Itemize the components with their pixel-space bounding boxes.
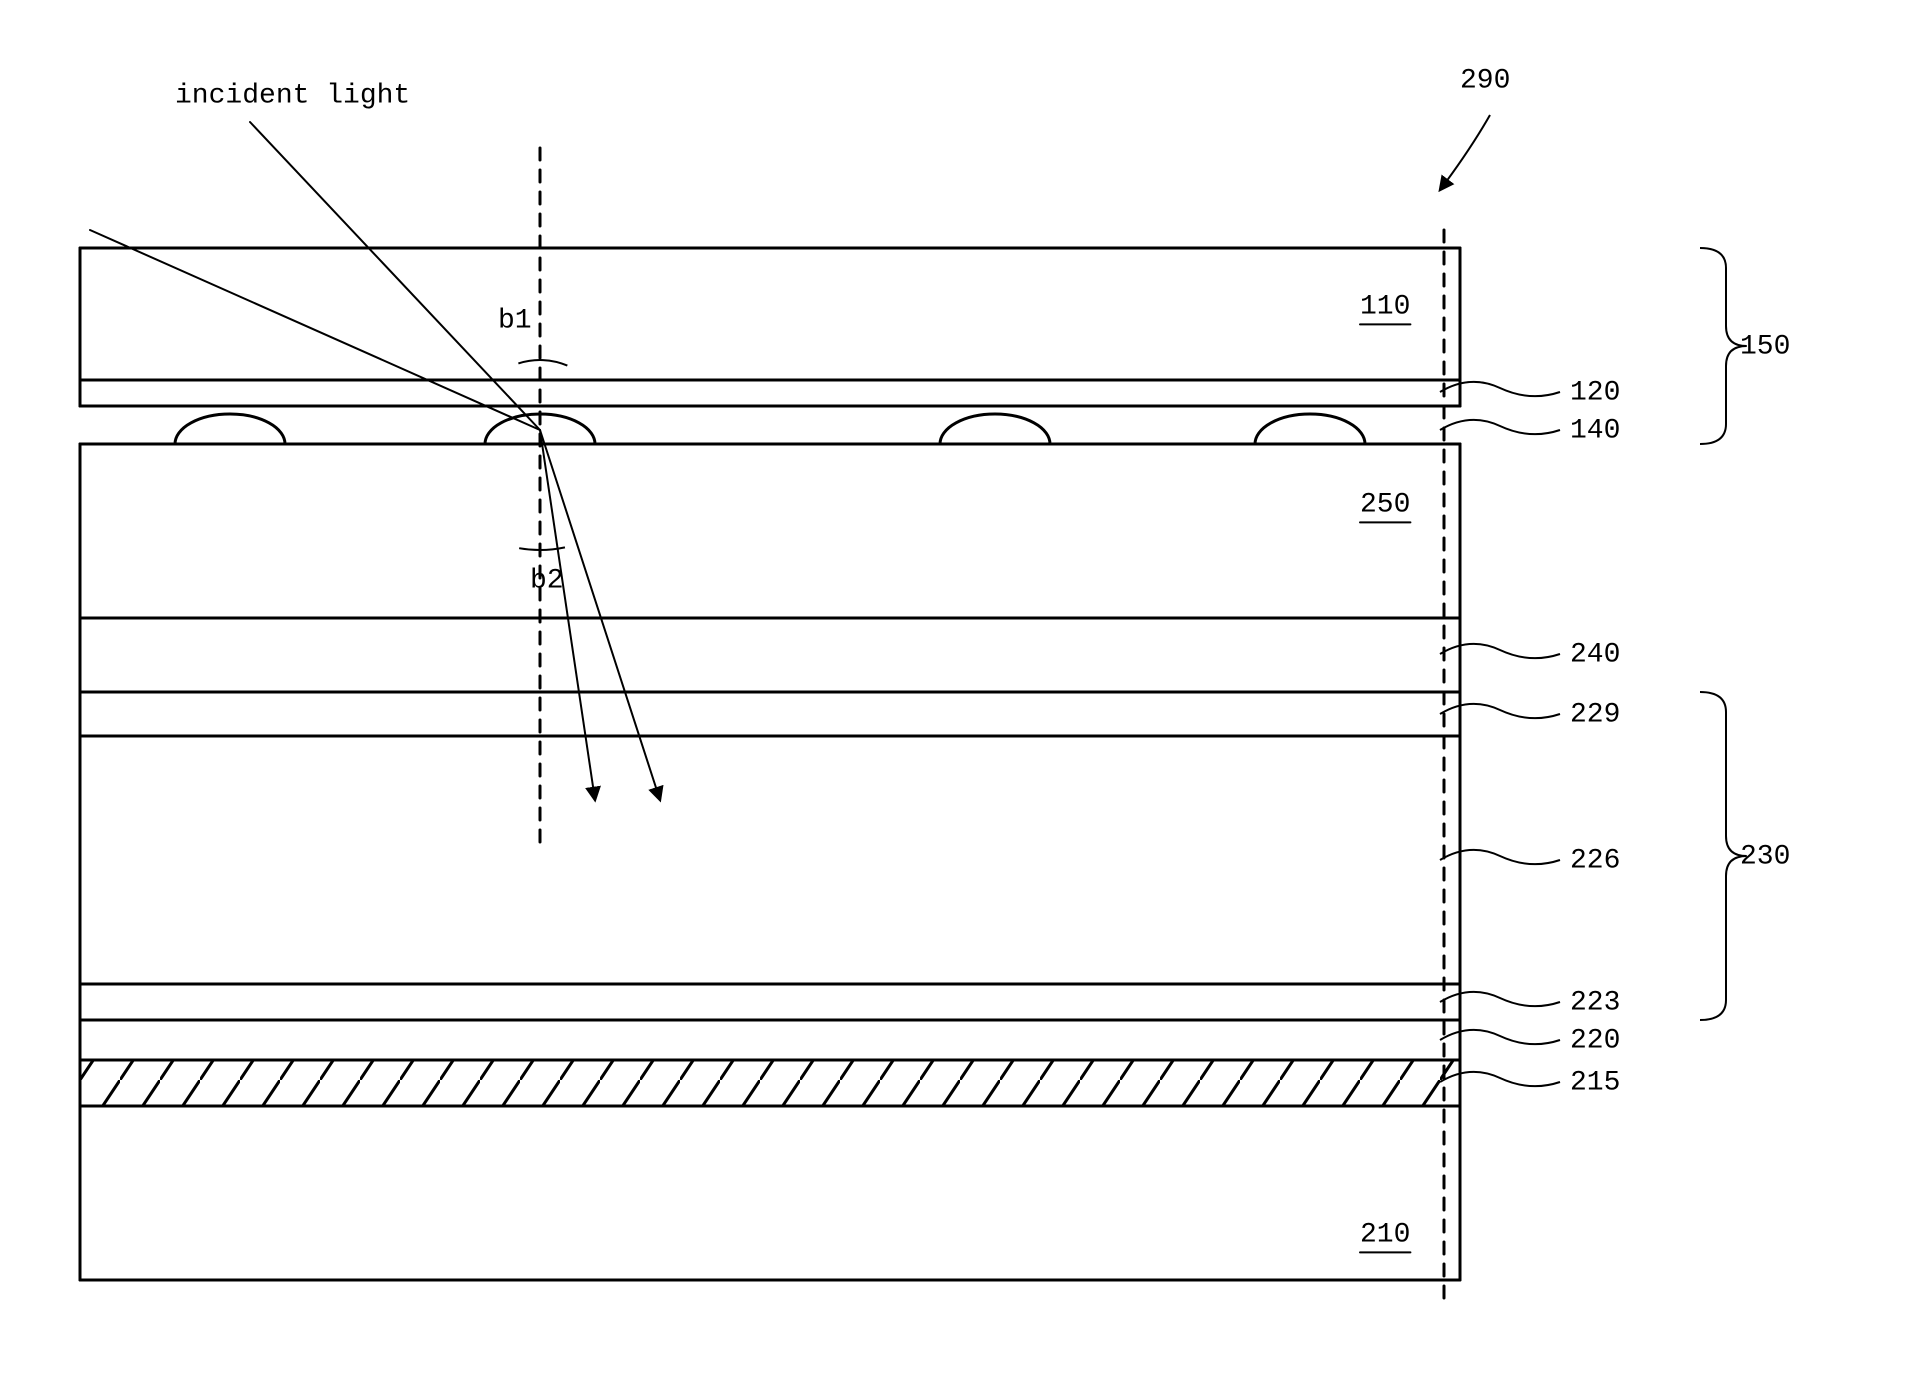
- svg-text:incident light: incident light: [175, 80, 410, 111]
- figure-stage: b1 b2 incident light 290 120 140 240 229 226 223 2…: [0, 0, 1924, 1379]
- svg-text:290: 290: [1460, 65, 1510, 96]
- svg-text:140: 140: [1570, 415, 1620, 446]
- svg-text:215: 215: [1570, 1067, 1620, 1098]
- svg-text:230: 230: [1740, 841, 1790, 872]
- svg-text:229: 229: [1570, 699, 1620, 730]
- diagram-svg: b1 b2 incident light 290 120 140 240 229 226 223 2…: [0, 0, 1924, 1379]
- svg-text:110: 110: [1360, 291, 1410, 322]
- svg-text:b1: b1: [498, 305, 532, 336]
- svg-text:120: 120: [1570, 377, 1620, 408]
- svg-text:240: 240: [1570, 639, 1620, 670]
- svg-text:220: 220: [1570, 1025, 1620, 1056]
- svg-text:250: 250: [1360, 489, 1410, 520]
- svg-text:226: 226: [1570, 845, 1620, 876]
- svg-text:b2: b2: [530, 565, 564, 596]
- svg-text:150: 150: [1740, 331, 1790, 362]
- svg-text:210: 210: [1360, 1219, 1410, 1250]
- svg-text:223: 223: [1570, 987, 1620, 1018]
